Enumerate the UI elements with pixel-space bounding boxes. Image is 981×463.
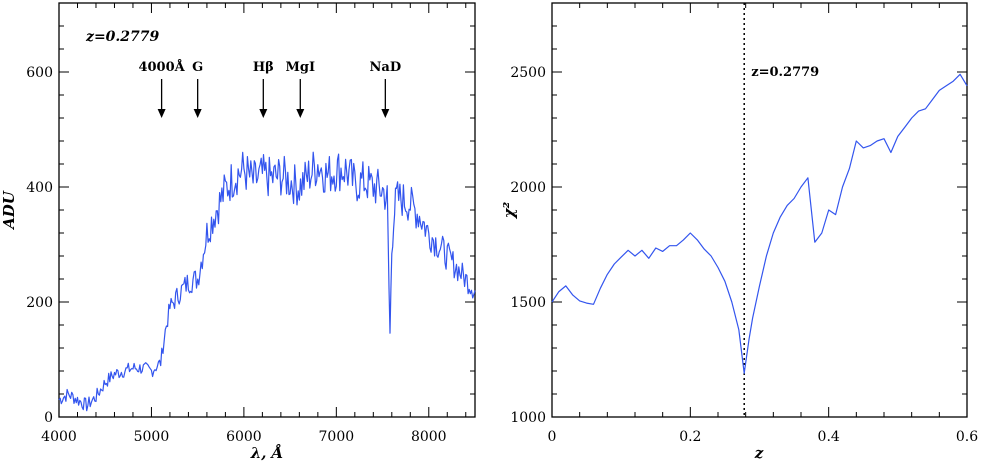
spectrum-x-tick-label: 5000	[134, 429, 170, 445]
line-marker-label: NaD	[370, 60, 402, 75]
chi-square-y-tick-label: 2000	[510, 180, 546, 196]
chi-square-y-tick-label: 2500	[510, 65, 546, 81]
chi-square-ticks	[551, 2, 968, 418]
line-marker-arrowhead	[157, 109, 166, 118]
spectrum-x-tick-label: 4000	[41, 429, 77, 445]
line-marker-arrowhead	[381, 109, 390, 118]
chi-square-x-tick-label: 0.2	[679, 429, 701, 445]
line-marker-arrowhead	[296, 109, 305, 118]
line-marker-label: MgI	[285, 60, 315, 75]
chi-square-y-tick-label: 1500	[510, 295, 546, 311]
spectrum-redshift-label: z=0.2779	[85, 29, 160, 45]
spectrum-ticks	[58, 2, 475, 418]
spectrum-y-axis-label: ADU	[0, 190, 18, 231]
chi-square-y-axis-label: χ²	[500, 201, 518, 219]
best-redshift-label: z=0.2779	[751, 65, 819, 80]
spectrum-tick-labels: 4000 5000 6000 7000 8000 0 200 400 600	[26, 65, 446, 445]
chi-square-x-tick-label: 0.6	[956, 429, 978, 445]
line-marker: Hβ	[253, 60, 274, 118]
line-marker: G	[192, 60, 203, 118]
chi-square-x-tick-label: 0	[548, 429, 557, 445]
spectrum-panel: 4000 5000 6000 7000 8000 0 200 400 600 4000Å G Hβ M…	[0, 2, 476, 462]
spectrum-x-tick-label: 7000	[319, 429, 355, 445]
line-marker: 4000Å	[138, 59, 186, 118]
spectrum-series-line	[58, 151, 476, 412]
line-marker-label: G	[192, 60, 203, 75]
spectrum-y-tick-label: 400	[26, 180, 53, 196]
spectral-line-markers: 4000Å G Hβ MgI NaD	[138, 59, 401, 118]
line-marker: MgI	[285, 60, 315, 118]
spectrum-y-tick-label: 600	[26, 65, 53, 81]
chi-square-x-tick-label: 0.4	[818, 429, 840, 445]
spectrum-y-tick-label: 200	[26, 295, 53, 311]
chi-square-x-axis-label: z	[754, 444, 764, 462]
spectrum-x-tick-label: 6000	[226, 429, 262, 445]
chi-square-series-line	[551, 73, 968, 374]
chi-square-tick-labels: 0 0.2 0.4 0.6 1000 1500 2000 2500	[510, 65, 978, 445]
line-marker-label: Hβ	[253, 60, 274, 75]
spectrum-y-tick-label: 0	[44, 410, 53, 426]
line-marker-label: 4000Å	[138, 59, 185, 75]
chi-square-y-tick-label: 1000	[510, 410, 546, 426]
spectrum-x-tick-label: 8000	[411, 429, 447, 445]
chi-square-panel: 0 0.2 0.4 0.6 1000 1500 2000 2500 z=0.2779 z χ²	[500, 2, 978, 462]
spectrum-x-axis-label: λ, Å	[250, 444, 284, 462]
line-marker: NaD	[370, 60, 402, 118]
line-marker-arrowhead	[193, 109, 202, 118]
line-marker-arrowhead	[259, 109, 268, 118]
